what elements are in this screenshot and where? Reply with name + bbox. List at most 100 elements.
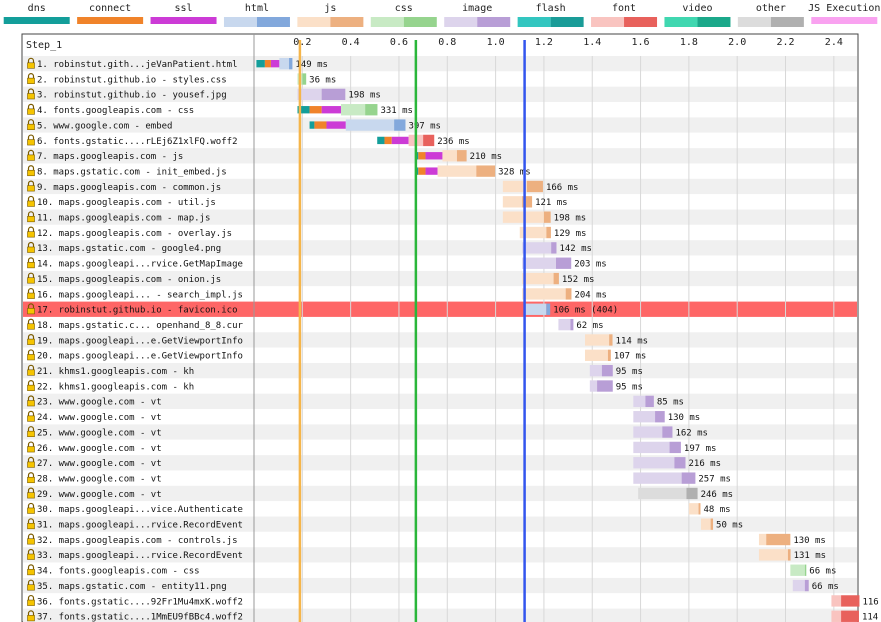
bar-ssl	[425, 152, 443, 160]
bar-ttfb	[831, 610, 842, 622]
tick-label: 1.8	[680, 37, 698, 48]
request-label: 24. www.google.com - vt	[37, 413, 162, 423]
bar-download	[551, 242, 557, 254]
duration-label: 48 ms	[703, 505, 730, 515]
request-bar: 257 ms	[633, 472, 731, 484]
bar-ttfb	[442, 150, 457, 162]
lock-shackle	[27, 226, 35, 232]
tick-label: 0.4	[342, 37, 360, 48]
request-bar: 107 ms	[584, 349, 646, 362]
bar-ttfb	[758, 533, 767, 546]
table-row	[23, 71, 857, 87]
legend-label-image: image	[462, 3, 492, 14]
lock-icon	[27, 456, 35, 468]
bar-ttfb	[437, 165, 477, 177]
table-row	[23, 132, 857, 149]
bar-download	[601, 365, 613, 377]
bar-ttfb	[522, 272, 554, 285]
lock-shackle	[27, 180, 35, 186]
lock-body	[27, 200, 35, 207]
bar-download	[662, 426, 673, 438]
tick-label: 2.0	[728, 37, 746, 48]
request-bar: 142 ms	[522, 242, 592, 254]
bar-ttfb	[584, 349, 608, 361]
lock-body	[27, 246, 35, 253]
bar-dns	[309, 121, 315, 129]
legend-swatch-wait	[444, 17, 478, 27]
bar-dns	[377, 136, 385, 145]
duration-label: 216 ms	[688, 459, 721, 469]
lock-shackle	[27, 257, 35, 263]
lock-shackle	[27, 88, 35, 94]
lock-icon	[27, 211, 35, 223]
legend-swatch-wait	[664, 17, 698, 27]
request-label: 27. www.google.com - vt	[37, 459, 162, 469]
legend-label-dns: dns	[28, 3, 46, 14]
duration-label: 95 ms	[616, 367, 643, 377]
tick-label: 1.6	[632, 37, 650, 48]
request-label: 5. www.google.com - embed	[37, 121, 172, 131]
bar-connect	[418, 152, 426, 160]
table-row	[23, 224, 857, 241]
request-bar: 36 ms	[297, 73, 336, 85]
lock-body	[27, 231, 35, 238]
bar-download	[423, 134, 435, 147]
legend-swatch-wait	[591, 17, 625, 27]
bar-download	[365, 104, 378, 116]
legend-swatch	[150, 17, 217, 24]
request-bar: 66 ms	[790, 564, 836, 577]
bar-download	[787, 549, 791, 561]
legend-swatch-wait	[517, 17, 551, 27]
bar-ssl	[391, 136, 409, 145]
request-bar: 204 ms	[522, 288, 607, 300]
duration-label: 257 ms	[698, 474, 731, 484]
lock-body	[27, 446, 35, 453]
bar-ttfb	[502, 180, 528, 193]
bar-ttfb	[502, 196, 523, 208]
lock-body	[27, 538, 35, 545]
request-bar: 85 ms	[633, 395, 684, 408]
lock-icon	[27, 287, 35, 299]
bar-connect	[314, 121, 327, 129]
bar-ttfb	[831, 595, 842, 607]
lock-icon	[27, 257, 35, 269]
lock-icon	[27, 533, 35, 545]
request-bar: 197 ms	[633, 441, 716, 454]
table-row	[23, 531, 857, 548]
bar-dns	[256, 60, 265, 68]
table-row	[23, 209, 857, 225]
bar-ttfb	[688, 503, 699, 515]
table-row	[23, 347, 857, 363]
request-label: 14. maps.googleapi...rvice.GetMapImage	[37, 260, 243, 270]
bar-download	[804, 564, 807, 576]
lock-body	[27, 476, 35, 484]
bar-ttfb	[524, 303, 547, 315]
tick-label: 1.2	[535, 37, 553, 48]
duration-label: 66 ms	[809, 567, 836, 577]
duration-label: 166 ms	[546, 183, 579, 193]
request-label: 33. maps.googleapi...rvice.RecordEvent	[37, 551, 243, 561]
table-row	[23, 332, 857, 348]
lock-shackle	[27, 564, 35, 570]
lock-icon	[27, 426, 35, 438]
duration-label: 130 ms	[668, 413, 701, 423]
lock-shackle	[27, 610, 35, 616]
lock-shackle	[27, 441, 35, 447]
lock-body	[27, 123, 35, 130]
bar-ttfb	[522, 257, 556, 269]
legend-swatch-wait	[370, 17, 404, 27]
lock-body	[27, 216, 35, 223]
duration-label: 66 ms	[812, 582, 839, 592]
request-label: 19. maps.googleapi...e.GetViewportInfo	[37, 336, 243, 346]
bar-download	[546, 226, 551, 239]
request-bar: 121 ms	[502, 196, 568, 208]
lock-body	[27, 522, 35, 530]
bar-download	[321, 88, 346, 101]
table-row	[23, 194, 857, 210]
lock-body	[27, 185, 35, 192]
bar-ttfb	[345, 119, 395, 131]
bar-ttfb	[589, 365, 602, 377]
request-label: 3. robinstut.github.io - yousef.jpg	[37, 91, 227, 101]
lock-icon	[27, 594, 35, 606]
request-bar: 198 ms	[297, 88, 381, 101]
